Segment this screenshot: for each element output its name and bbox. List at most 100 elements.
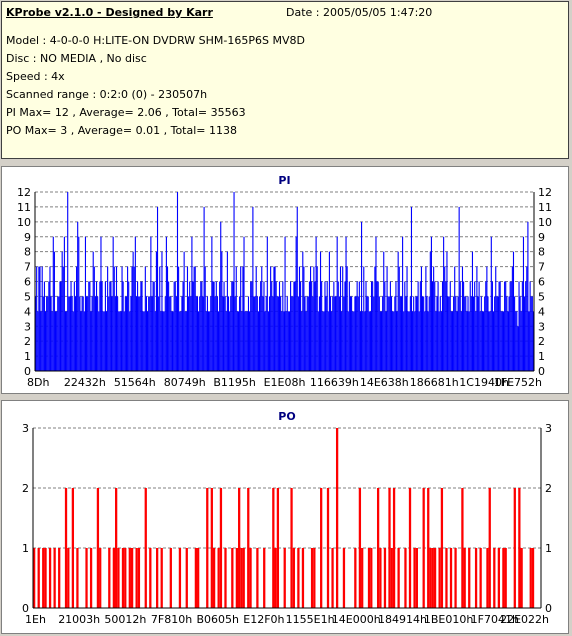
po-bar xyxy=(235,548,239,608)
po-bar xyxy=(335,428,339,608)
po-bar xyxy=(124,548,127,608)
po-xtick-label: E12F0h xyxy=(243,613,284,626)
pi-bar xyxy=(104,281,106,371)
disc-line: Disc : NO MEDIA , No disc xyxy=(6,52,147,65)
pi-bar xyxy=(314,281,316,371)
pi-bar xyxy=(215,281,217,371)
po-bar xyxy=(513,488,516,608)
pi-bar xyxy=(91,296,93,371)
pi-bar xyxy=(69,296,71,371)
pi-bar xyxy=(201,281,203,371)
pi-bar xyxy=(206,296,208,371)
pi-bar xyxy=(303,266,305,371)
pi-bar xyxy=(318,296,320,371)
pi-bar xyxy=(183,251,185,371)
pi-bar xyxy=(287,311,289,371)
pi-bar xyxy=(42,296,44,371)
pi-bar xyxy=(47,296,49,371)
pi-bar xyxy=(139,296,141,371)
po-bar xyxy=(445,548,448,608)
po-bar xyxy=(361,548,364,608)
pi-ytick-left: 7 xyxy=(24,261,31,274)
po-bar xyxy=(392,488,396,608)
pi-bar xyxy=(102,311,104,371)
pi-bar xyxy=(83,311,85,371)
pi-bar xyxy=(202,296,204,371)
pi-bar xyxy=(448,296,450,371)
po-bar xyxy=(493,548,496,608)
pi-bar xyxy=(217,311,220,371)
pi-bar xyxy=(377,281,379,371)
pi-bar xyxy=(509,281,511,371)
pi-bar xyxy=(349,296,352,371)
info-panel: KProbe v2.1.0 - Designed by Karr Date : … xyxy=(1,1,569,159)
pi-bar xyxy=(125,296,128,371)
pi-bar xyxy=(481,311,483,371)
pi-bar xyxy=(365,281,367,371)
pi-bar xyxy=(479,311,481,371)
pi-bar xyxy=(476,266,478,371)
pi-bar xyxy=(385,311,387,371)
pi-bar xyxy=(43,281,45,371)
range-line: Scanned range : 0:2:0 (0) - 230507h xyxy=(6,88,208,101)
pi-bar xyxy=(77,221,79,371)
pi-bar xyxy=(387,296,389,371)
pi-bar xyxy=(254,296,256,371)
pi-bar xyxy=(427,311,429,371)
pi-bar xyxy=(153,281,155,371)
pi-bar xyxy=(40,311,42,371)
pi-bar xyxy=(367,296,369,371)
pi-bar xyxy=(82,296,84,371)
pi-bar xyxy=(463,281,465,371)
pi-bar xyxy=(369,311,371,371)
po-xtick-label: 184914h xyxy=(378,613,427,626)
pi-bar xyxy=(402,236,404,371)
po-bar xyxy=(326,488,330,608)
po-bar xyxy=(497,548,500,608)
pi-bar xyxy=(467,296,469,371)
po-bar xyxy=(520,548,523,608)
pi-bar xyxy=(311,281,313,371)
pi-bar xyxy=(336,236,338,371)
pi-bar xyxy=(368,311,370,371)
po-bar xyxy=(76,548,79,608)
pi-xtick-label: 22432h xyxy=(64,376,106,389)
pi-bar xyxy=(93,266,95,371)
pi-bar xyxy=(169,296,171,371)
pi-bar xyxy=(332,296,334,371)
pi-bar xyxy=(144,266,146,371)
pi-bar xyxy=(323,311,325,371)
pi-bar xyxy=(310,266,312,371)
pi-ytick-right: 0 xyxy=(538,365,545,378)
po-bar xyxy=(144,488,147,608)
po-bar xyxy=(67,548,70,608)
pi-bar xyxy=(424,311,426,371)
pi-bar xyxy=(437,281,439,371)
po-bar xyxy=(354,548,357,608)
pi-bar xyxy=(180,311,182,371)
po-bar xyxy=(135,548,138,608)
pi-bar xyxy=(233,192,235,371)
po-bar xyxy=(219,488,223,608)
pi-bar xyxy=(264,311,266,371)
po-bar xyxy=(197,548,200,608)
pi-bar xyxy=(423,296,425,371)
pi-bar xyxy=(440,311,442,371)
po-bar xyxy=(210,488,213,608)
pi-bar xyxy=(224,296,226,371)
pi-bar xyxy=(194,266,196,371)
pi-bar xyxy=(171,311,173,371)
pi-bar xyxy=(374,266,376,371)
po-ytick-right: 1 xyxy=(545,542,552,555)
pi-xtick-label: 14E638h xyxy=(360,376,409,389)
pi-bar xyxy=(143,311,145,371)
po-bar xyxy=(185,548,188,608)
pi-bar xyxy=(338,296,340,371)
pi-bar xyxy=(245,311,247,371)
pi-bar xyxy=(302,251,304,371)
pi-bar xyxy=(312,296,314,371)
pi-bar xyxy=(256,296,258,371)
pi-bar xyxy=(186,266,189,371)
pi-bar xyxy=(207,311,210,371)
po-bar xyxy=(397,548,400,608)
